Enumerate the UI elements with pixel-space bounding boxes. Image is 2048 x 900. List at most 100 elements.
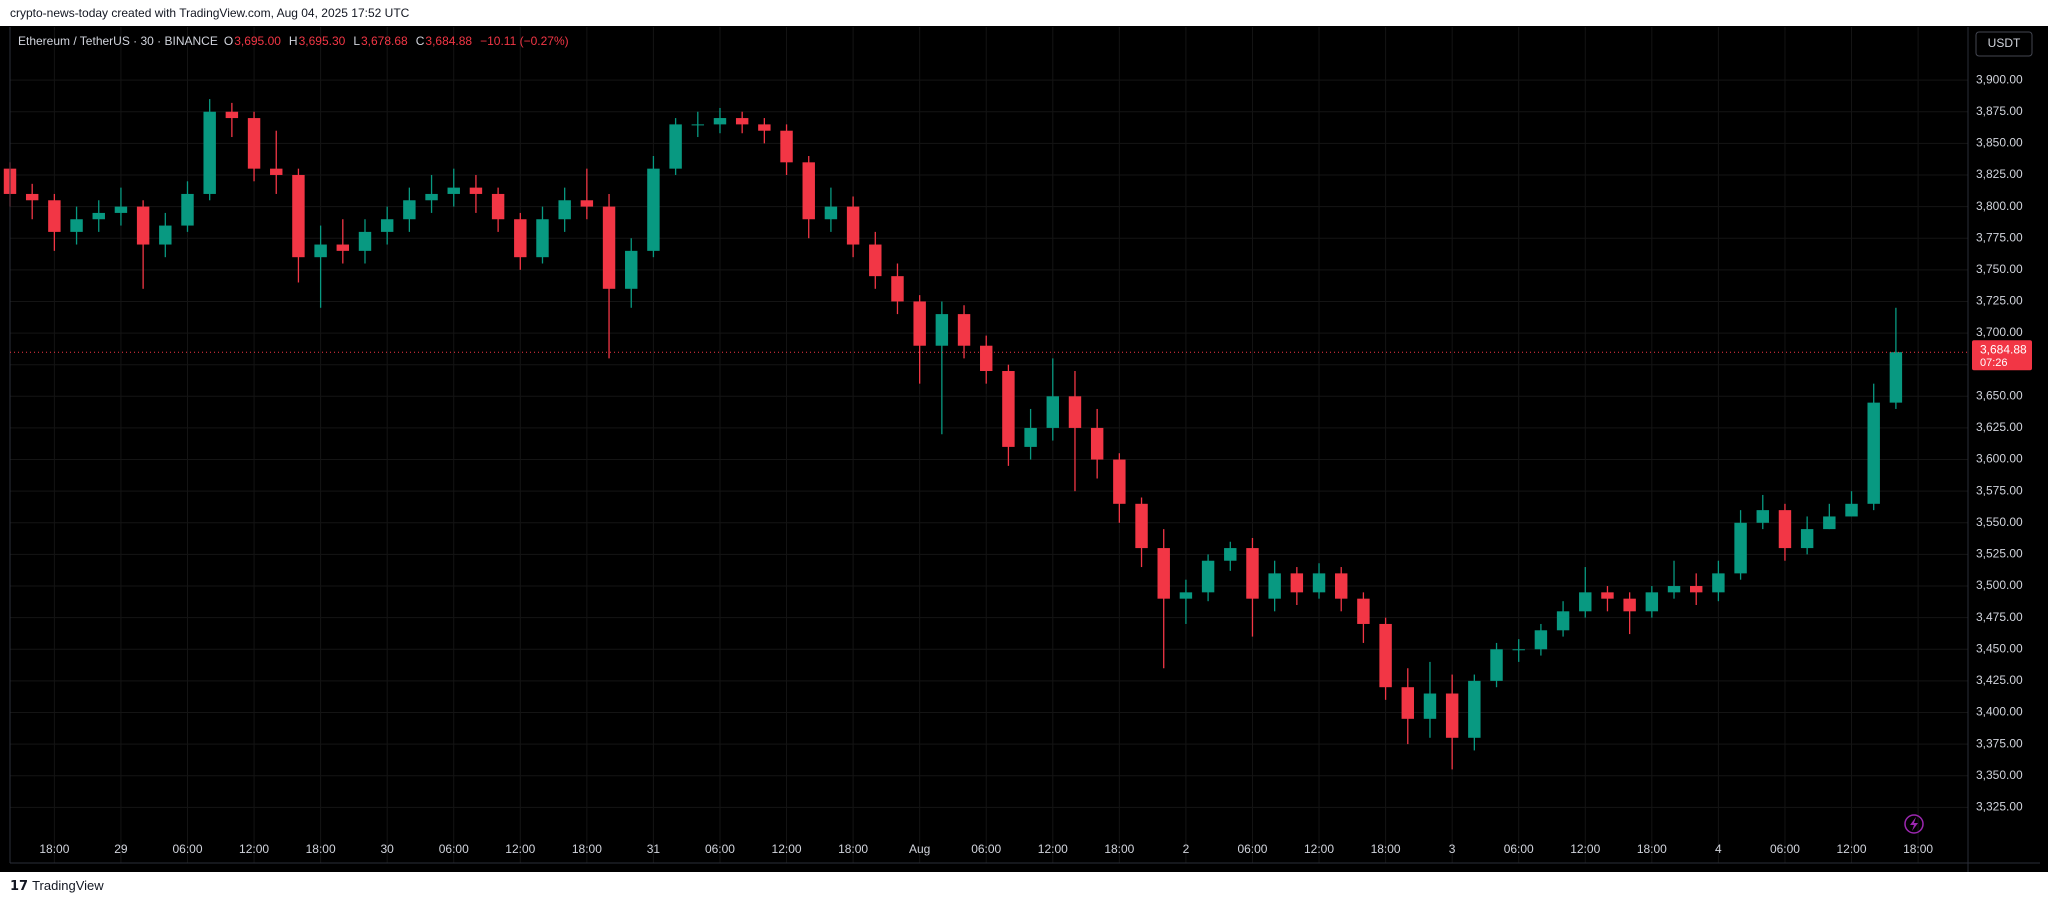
x-tick-label: 3 xyxy=(1449,842,1456,856)
candle-body xyxy=(824,206,838,220)
candle-body xyxy=(1068,396,1082,428)
y-tick-label: 3,800.00 xyxy=(1976,199,2023,213)
candle-body xyxy=(691,124,705,126)
lightning-icon[interactable] xyxy=(1904,814,1924,834)
y-tick-label: 3,550.00 xyxy=(1976,515,2023,529)
candle-body xyxy=(869,244,882,277)
legend-key: C xyxy=(416,34,425,48)
candle-body xyxy=(1135,503,1148,549)
candle-body xyxy=(1800,529,1814,549)
time-axis: 18:00 29 06:00 12:00 18:00 30 06:00 12:00 18:00 3… xyxy=(39,842,1933,856)
chart: Ethereum / TetherUS · 30 · BINANCE O 3,69… xyxy=(0,26,2048,872)
legend-value: 3,695.30 xyxy=(299,34,346,48)
candles xyxy=(3,99,1903,770)
lightning-bolt[interactable] xyxy=(1910,817,1918,831)
legend-value: 3,678.68 xyxy=(361,34,408,48)
candle-body xyxy=(1534,630,1548,650)
candle-body xyxy=(314,244,327,258)
y-tick-label: 3,400.00 xyxy=(1976,705,2023,719)
x-tick-label: 18:00 xyxy=(306,842,336,856)
x-tick-label: Aug xyxy=(909,842,930,856)
candle-body xyxy=(48,200,61,232)
candle-body xyxy=(580,200,594,207)
currency-button-frame[interactable] xyxy=(1975,31,2033,57)
candle-body xyxy=(425,193,438,201)
y-tick-label: 3,850.00 xyxy=(1976,136,2023,150)
lightning-circle[interactable] xyxy=(1904,814,1924,834)
legend-key: H xyxy=(289,34,298,48)
candle-body xyxy=(1734,522,1747,574)
candle-body xyxy=(1601,592,1614,599)
candle-body xyxy=(1423,693,1437,719)
chart-background xyxy=(0,26,2048,872)
candle-body xyxy=(469,187,483,194)
y-tick-label: 3,575.00 xyxy=(1976,483,2023,497)
candle-body xyxy=(647,168,660,251)
candle-body xyxy=(536,219,549,258)
currency[interactable]: USDT xyxy=(1988,36,2021,50)
candle-body xyxy=(1312,573,1326,593)
candle-body xyxy=(1667,586,1681,593)
candle-body xyxy=(25,193,39,201)
candle-body xyxy=(1401,687,1414,719)
candle-body xyxy=(735,118,749,125)
x-tick-label: 12:00 xyxy=(1837,842,1867,856)
candle-body xyxy=(1689,586,1703,593)
x-tick-label: 18:00 xyxy=(39,842,69,856)
countdown: 07:26 xyxy=(1980,357,2008,369)
legend-value: 3,684.88 xyxy=(425,34,472,48)
candle-body xyxy=(70,219,83,232)
candle-body xyxy=(491,193,505,220)
x-tick-label: 18:00 xyxy=(572,842,602,856)
candle-body xyxy=(1468,680,1481,738)
candle-body xyxy=(802,162,815,220)
legend: Ethereum / TetherUS · 30 · BINANCE O 3,69… xyxy=(18,34,569,48)
candle-body xyxy=(380,219,394,232)
y-tick-label: 3,625.00 xyxy=(1976,420,2023,434)
y-tick-label: 3,725.00 xyxy=(1976,294,2023,308)
x-tick-label: 31 xyxy=(647,842,661,856)
candle-body xyxy=(1867,402,1880,504)
x-tick-label: 18:00 xyxy=(1104,842,1134,856)
y-tick-label: 3,700.00 xyxy=(1976,325,2023,339)
candle-body xyxy=(358,231,372,251)
x-tick-label: 12:00 xyxy=(1038,842,1068,856)
y-tick-label: 3,875.00 xyxy=(1976,104,2023,118)
candle-body xyxy=(669,124,682,169)
candle-body xyxy=(1224,548,1237,561)
candle-body xyxy=(1046,396,1059,428)
x-tick-label: 12:00 xyxy=(1304,842,1334,856)
candle-body xyxy=(1845,503,1858,517)
y-tick-label: 3,900.00 xyxy=(1976,72,2023,86)
currency-button[interactable]: USDT xyxy=(1975,31,2033,57)
candle-body xyxy=(1290,573,1304,593)
y-tick-label: 3,325.00 xyxy=(1976,800,2023,814)
candle-body xyxy=(1179,592,1193,599)
candle-body xyxy=(1002,371,1015,447)
x-tick-label: 12:00 xyxy=(239,842,269,856)
y-tick-label: 3,350.00 xyxy=(1976,768,2023,782)
candle-body xyxy=(1357,598,1370,624)
y-tick-label: 3,500.00 xyxy=(1976,578,2023,592)
candle-body xyxy=(846,206,860,245)
candle-body xyxy=(913,301,926,346)
candle-body xyxy=(935,314,949,346)
candle-body xyxy=(891,276,904,302)
candle-body xyxy=(159,225,172,245)
candle-body xyxy=(558,200,571,220)
x-tick-label: 2 xyxy=(1183,842,1190,856)
candle-body xyxy=(92,212,105,220)
y-tick-label: 3,650.00 xyxy=(1976,388,2023,402)
candle-body xyxy=(270,168,283,175)
x-tick-label: 12:00 xyxy=(1570,842,1600,856)
legend-key: O xyxy=(224,34,233,48)
y-tick-label: 3,475.00 xyxy=(1976,610,2023,624)
grid xyxy=(10,27,1968,863)
last-price-tag xyxy=(1972,340,2032,371)
candle-body xyxy=(625,250,638,289)
x-tick-label: 29 xyxy=(114,842,128,856)
candle-body xyxy=(1268,573,1281,599)
candle-body xyxy=(403,200,416,220)
y-tick-label: 3,450.00 xyxy=(1976,641,2023,655)
